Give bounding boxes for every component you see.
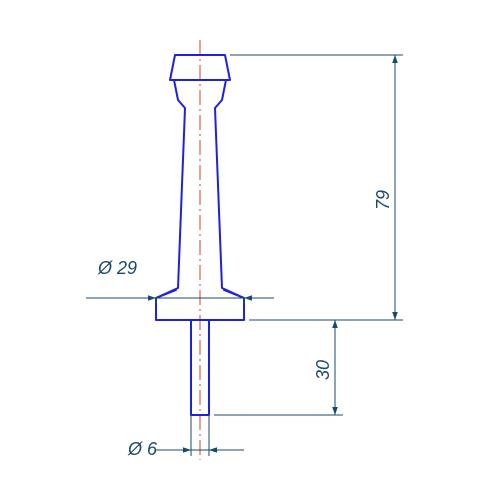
dim-dia-flange: Ø 29 [97, 258, 137, 278]
dim-dia-stud: Ø 6 [127, 439, 158, 459]
dim-height-stud: 30 [313, 360, 333, 380]
dim-height-overall: 79 [373, 190, 393, 210]
technical-drawing: 79 30 Ø 29 Ø 6 [0, 0, 500, 500]
